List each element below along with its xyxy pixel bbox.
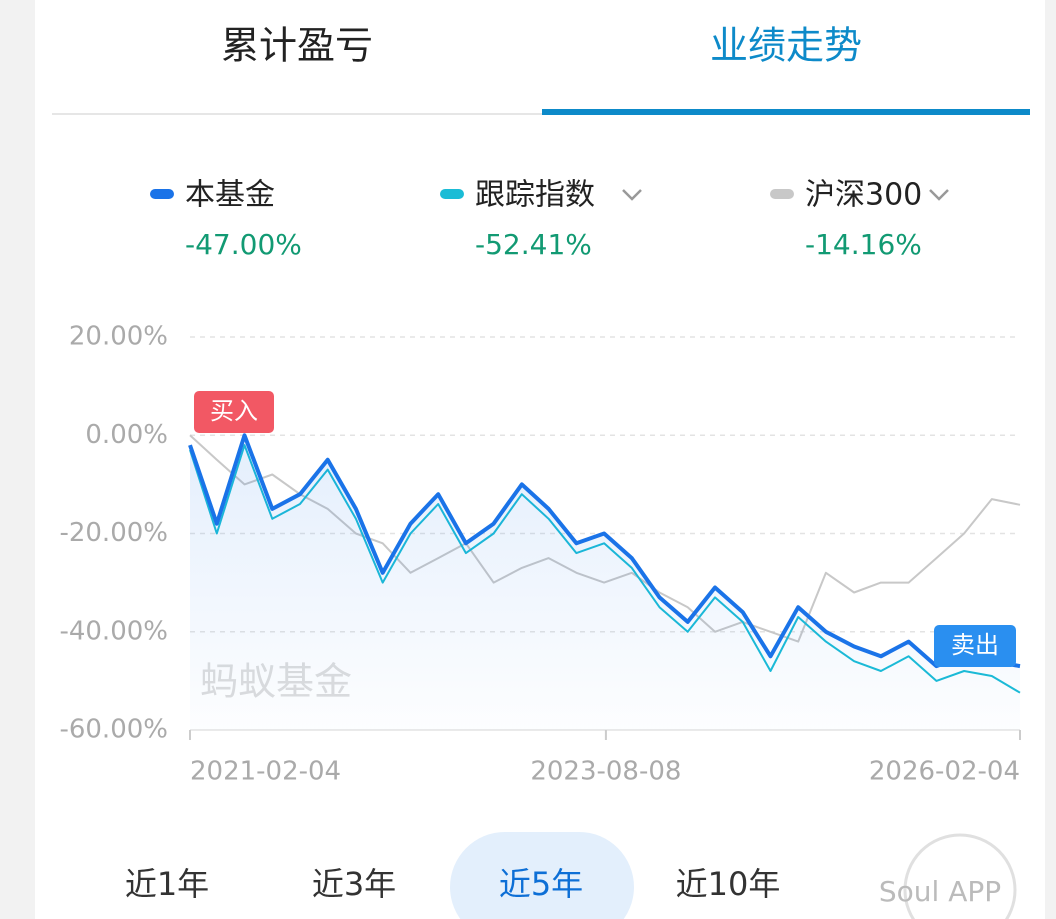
period-button[interactable]: 近10年 <box>676 865 781 903</box>
sell-label: 卖出 <box>951 631 999 659</box>
watermark: Soul APP <box>879 875 1001 908</box>
period-active-bg <box>450 832 634 919</box>
legend: 本基金 -47.00% 跟踪指数 -52.41% 沪深300 -14.16% <box>150 178 949 261</box>
tab-active[interactable]: 业绩走势 <box>710 24 862 68</box>
tab-underline <box>542 109 1030 115</box>
legend-label[interactable]: 沪深300 <box>805 178 922 213</box>
series-line <box>188 433 1021 669</box>
legend-return: -47.00% <box>185 228 302 261</box>
buy-label: 买入 <box>210 397 258 425</box>
y-tick-label: -20.00% <box>59 518 168 548</box>
chevron[interactable] <box>929 189 949 201</box>
legend-swatch <box>440 189 464 199</box>
x-tick-label: 2026-02-04 <box>869 757 1020 787</box>
plot: 20.00% 0.00% -20.00% -40.00% -60.00% 2021-02-… <box>59 322 1021 787</box>
x-tick-label: 2023-08-08 <box>530 757 681 787</box>
legend-label[interactable]: 本基金 <box>185 178 275 213</box>
area <box>190 435 1020 730</box>
y-tick-label: 20.00% <box>69 322 168 352</box>
legend-swatch <box>770 189 794 199</box>
watermark-badge <box>903 833 1017 919</box>
legend-label[interactable]: 跟踪指数 <box>475 178 595 213</box>
tab[interactable]: 累计盈亏 <box>221 24 373 68</box>
period-button[interactable]: 近3年 <box>312 865 396 903</box>
period-bar: 近1年 近3年 近5年 近10年 Soul APP <box>125 832 1017 919</box>
legend-return: -52.41% <box>475 228 592 261</box>
buy-tag <box>194 391 274 433</box>
x-tick-label: 2021-02-04 <box>190 757 341 787</box>
period-button[interactable]: 近1年 <box>125 865 209 903</box>
y-tick-label: -60.00% <box>59 715 168 745</box>
period-button[interactable]: 近5年 <box>499 865 583 903</box>
y-tick-label: -40.00% <box>59 616 168 646</box>
legend-return: -14.16% <box>805 228 922 261</box>
card <box>35 0 1045 919</box>
sell-tag <box>934 625 1016 667</box>
legend-swatch <box>150 189 174 199</box>
y-tick-label: 0.00% <box>85 420 168 450</box>
chevron[interactable] <box>622 189 642 201</box>
